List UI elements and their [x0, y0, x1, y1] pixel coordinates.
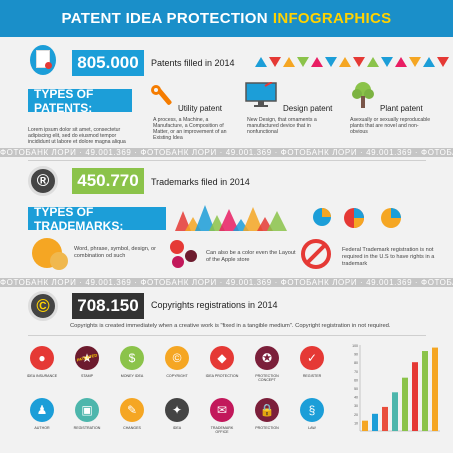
copyrights-label: Copyrights registrations in 2014: [151, 300, 278, 310]
icon-caption: IDEA PROTECTION: [205, 374, 239, 378]
patents-lorem: Lorem ipsum dolor sit amet, consectetur …: [28, 127, 126, 145]
trademark-word-desc: Word, phrase, symbol, design, or combina…: [74, 246, 156, 259]
trademark-office-icon: ✉: [210, 398, 234, 422]
y-tick-label: 90: [354, 353, 358, 357]
y-tick-label: 100: [352, 344, 358, 348]
icon-caption: TRADEMARK OFFICE: [210, 426, 234, 434]
prohibited-icon: [301, 239, 331, 269]
tree-icon: [352, 82, 374, 108]
copyrights-count: 708.150: [72, 293, 144, 319]
copyright-icon: ©: [165, 346, 189, 370]
protection-icon: 🔒: [255, 398, 279, 422]
bar: [372, 413, 378, 431]
register-icon: ✓: [300, 346, 324, 370]
idea-protection-icon: ◆: [210, 346, 234, 370]
trademarks-types-title: TYPES OF TRADEMARKS:: [28, 205, 166, 233]
design-patent-label: Design patent: [283, 104, 333, 113]
protection-concept-icon: ✪: [255, 346, 279, 370]
pie-icon-2: [344, 208, 364, 228]
y-tick-label: 40: [354, 396, 358, 400]
copyright-icon: ©: [28, 291, 58, 321]
copyrights-desc: Copyrights is created immediately when a…: [70, 323, 391, 329]
plant-patent-desc: Asexually or sexually reproducable plant…: [350, 117, 431, 135]
icon-caption: PROTECTION CONCEPT: [255, 374, 279, 382]
wrench-icon: [151, 85, 172, 105]
y-tick-label: 60: [354, 378, 358, 382]
y-tick-label: 20: [354, 413, 358, 417]
y-tick-label: 50: [354, 387, 358, 391]
icon-caption: COPYRIGHT: [166, 374, 188, 378]
bar: [382, 406, 388, 431]
speech-bubble-icon-2: [50, 252, 68, 270]
author-icon: ♟: [30, 398, 54, 422]
icon-caption: REGISTRATION: [73, 426, 101, 430]
bar: [402, 377, 408, 431]
trademark-color-desc: Can also be a color even the Layout of t…: [206, 250, 296, 263]
pie-icon-3: [381, 208, 401, 228]
color-circle-dark: [185, 250, 197, 262]
header-title: PATENT IDEA PROTECTION: [61, 10, 268, 27]
y-tick-label: 30: [354, 404, 358, 408]
patents-count: 805.000: [72, 50, 144, 76]
trademarks-label: Trademarks filed in 2014: [151, 177, 250, 187]
monitor-icon: [245, 82, 277, 107]
divider: [28, 335, 426, 336]
design-patent-desc: New Design, that ornaments a manufacture…: [247, 117, 317, 135]
registration-icon: ▣: [75, 398, 99, 422]
icon-caption: IDEA INSURANCE: [26, 374, 58, 378]
law-icon: §: [300, 398, 324, 422]
y-tick-label: 70: [354, 370, 358, 374]
trademarks-count: 450.770: [72, 168, 144, 194]
bar: [412, 362, 418, 431]
changes-icon: ✎: [120, 398, 144, 422]
bar-chart: 100 90 80 70 60 50 40 30 20 10: [352, 344, 440, 432]
icon-caption: IDEA: [172, 426, 182, 430]
stamp-icon: ★: [75, 346, 99, 370]
y-tick-label: 10: [354, 421, 358, 425]
bar: [432, 347, 438, 431]
document-icon-seal: [45, 62, 52, 69]
plant-patent-label: Plant patent: [380, 104, 423, 113]
icon-caption: LAW: [308, 426, 316, 430]
registered-icon: ®: [28, 166, 58, 196]
mountain-chart-decoration: [175, 205, 287, 231]
pie-icon-1: [313, 208, 331, 226]
y-tick-label: 80: [354, 361, 358, 365]
icon-caption: PROTECTION: [255, 426, 279, 430]
header-title-highlight: INFOGRAPHICS: [272, 10, 392, 27]
bar: [422, 351, 428, 431]
patents-label: Patents filled in 2014: [151, 58, 235, 68]
divider: [28, 160, 426, 161]
icon-caption: REGISTER: [302, 374, 322, 378]
money-idea-icon: $: [120, 346, 144, 370]
color-circle-pink: [172, 256, 184, 268]
utility-patent-label: Utility patent: [178, 104, 223, 113]
header-banner: PATENT IDEA PROTECTION INFOGRAPHICS: [0, 0, 453, 37]
utility-patent-desc: A process, a Machine, a Manufacture, a C…: [153, 117, 227, 141]
bar: [392, 392, 398, 431]
icon-caption: CHANGES: [123, 426, 141, 430]
patents-types-title: TYPES OF PATENTS:: [28, 87, 132, 115]
idea-insurance-icon: ●: [30, 346, 54, 370]
triangle-decoration: [255, 57, 449, 67]
bar: [362, 420, 368, 431]
trademark-federal-desc: Federal Trademark registration is not re…: [342, 247, 435, 267]
icon-caption: MONEY IDEA: [120, 374, 144, 378]
color-circle-red: [170, 240, 184, 254]
watermark-strip: ФОТОБАНК ЛОРИ · 49.001.369 · ФОТОБАНК ЛО…: [0, 148, 453, 157]
idea-icon: ✦: [165, 398, 189, 422]
watermark-strip: ФОТОБАНК ЛОРИ · 49.001.369 · ФОТОБАНК ЛО…: [0, 278, 453, 287]
icon-caption: AUTHOR: [34, 426, 50, 430]
icon-caption: STAMP: [80, 374, 94, 378]
